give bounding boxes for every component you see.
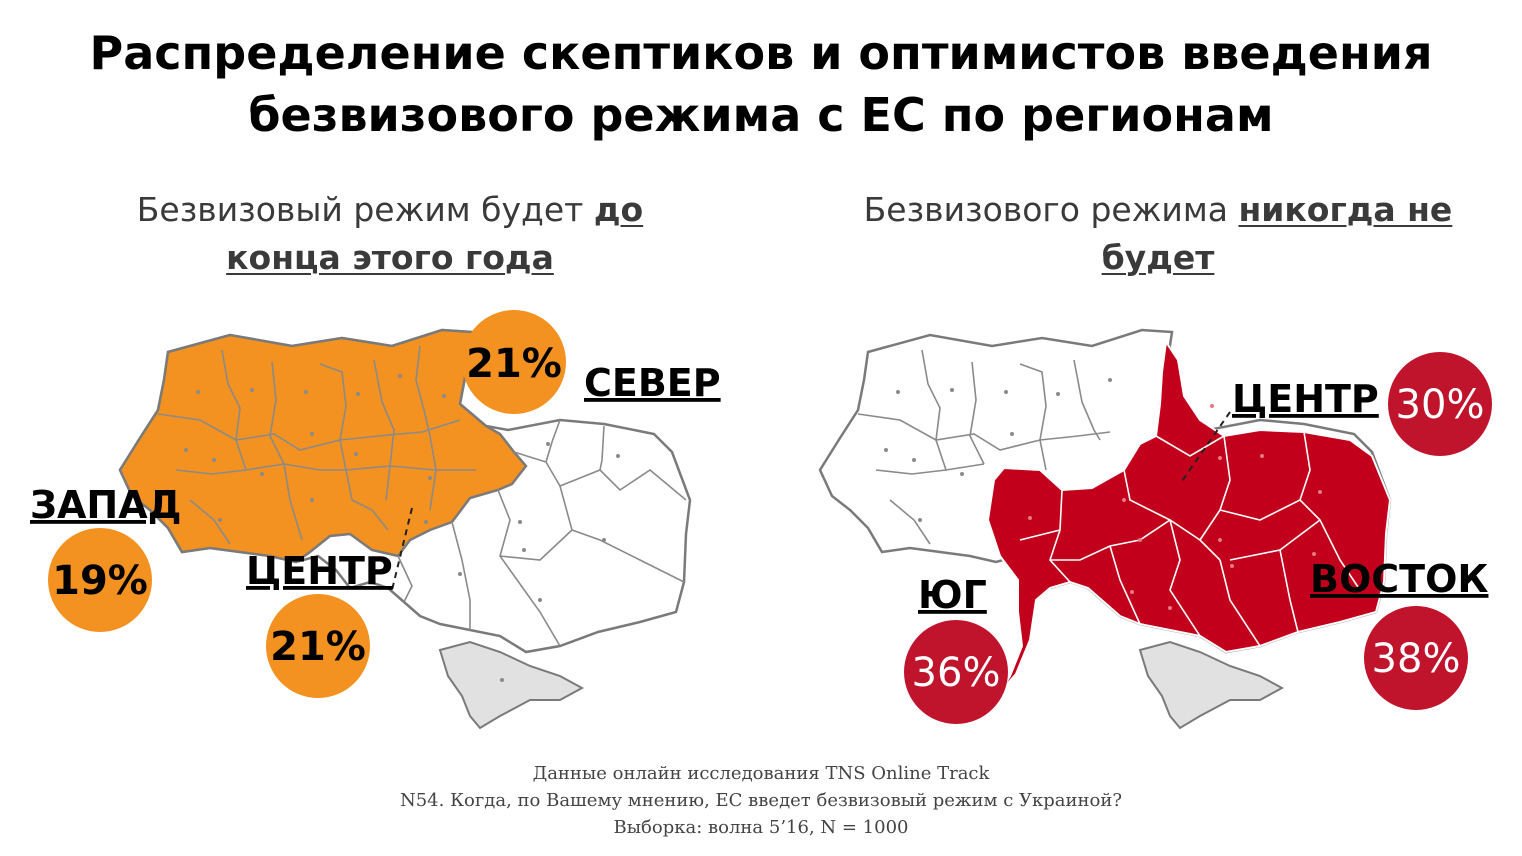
- title-line-2: безвизового режима с ЕС по регионам: [248, 88, 1274, 142]
- right-badge-south-percent: 36%: [912, 650, 1001, 696]
- right-badge-east: 38%: [1364, 606, 1468, 710]
- right-crimea: [1139, 641, 1283, 729]
- left-white-borders: [397, 419, 687, 647]
- left-badge-centre-circle: [266, 594, 370, 698]
- right-oblast-borders: [1019, 431, 1361, 647]
- left-subtitle-emphasis-a: до: [593, 190, 644, 229]
- left-badge-west-percent: 19%: [52, 558, 148, 604]
- left-label-north: СЕВЕР: [584, 361, 721, 405]
- right-badge-centre: 30%: [1388, 352, 1492, 456]
- right-map-subtitle: Безвизового режима никогда не будет: [838, 186, 1478, 282]
- right-badge-south-circle: [904, 620, 1008, 724]
- right-badge-centre-percent: 30%: [1396, 382, 1485, 428]
- footnote-line-1: Данные онлайн исследования TNS Online Tr…: [532, 763, 990, 784]
- right-badge-east-circle: [1364, 606, 1468, 710]
- right-highlighted-regions: [986, 339, 1392, 693]
- left-badge-west-circle: [48, 528, 152, 632]
- right-city-dots-red: [1028, 404, 1322, 610]
- title-line-1: Распределение скептиков и оптимистов вве…: [89, 26, 1433, 80]
- right-city-dots: [884, 378, 1112, 522]
- left-label-centre: ЦЕНТР: [246, 549, 393, 593]
- left-badge-north: 21%: [462, 310, 566, 414]
- right-ukraine-map: [818, 328, 1392, 729]
- left-badge-centre: 21%: [266, 594, 370, 698]
- right-label-south: ЮГ: [918, 573, 987, 617]
- left-badge-west: 19%: [48, 528, 152, 632]
- right-badge-south: 36%: [904, 620, 1008, 724]
- left-badge-north-percent: 21%: [466, 341, 562, 387]
- footnote-line-3: Выборка: волна 5’16, N = 1000: [613, 817, 909, 838]
- slide-title: Распределение скептиков и оптимистов вве…: [0, 22, 1522, 146]
- footnote-line-2: N54. Когда, по Вашему мнению, ЕС введет …: [399, 790, 1122, 811]
- left-centre-leader-line: [391, 507, 413, 591]
- left-subtitle-emphasis-b: конца этого года: [226, 238, 554, 277]
- right-subtitle-emphasis-a: никогда не: [1238, 190, 1453, 229]
- left-subtitle-plain: Безвизовый режим будет: [136, 190, 594, 229]
- right-label-centre: ЦЕНТР: [1232, 377, 1379, 421]
- right-label-east: ВОСТОК: [1310, 557, 1488, 601]
- left-ukraine-map: 21% СЕВЕР ЗАПАД 19% ЦЕНТР 21%: [30, 310, 721, 729]
- left-map-subtitle: Безвизовый режим будет до конца этого го…: [70, 186, 710, 282]
- left-badge-north-circle: [462, 310, 566, 414]
- right-badge-centre-circle: [1388, 352, 1492, 456]
- left-crimea: [439, 641, 583, 729]
- right-white-borders: [857, 349, 1111, 545]
- left-label-west: ЗАПАД: [30, 483, 181, 527]
- left-city-dots: [184, 374, 620, 682]
- left-badge-centre-percent: 21%: [270, 624, 366, 670]
- right-subtitle-emphasis-b: будет: [1101, 238, 1215, 277]
- source-footnote: Данные онлайн исследования TNS Online Tr…: [0, 760, 1522, 841]
- right-centre-leader-line: [1179, 411, 1231, 485]
- right-badge-east-percent: 38%: [1372, 636, 1461, 682]
- right-subtitle-plain: Безвизового режима: [863, 190, 1239, 229]
- left-oblast-borders: [157, 345, 476, 545]
